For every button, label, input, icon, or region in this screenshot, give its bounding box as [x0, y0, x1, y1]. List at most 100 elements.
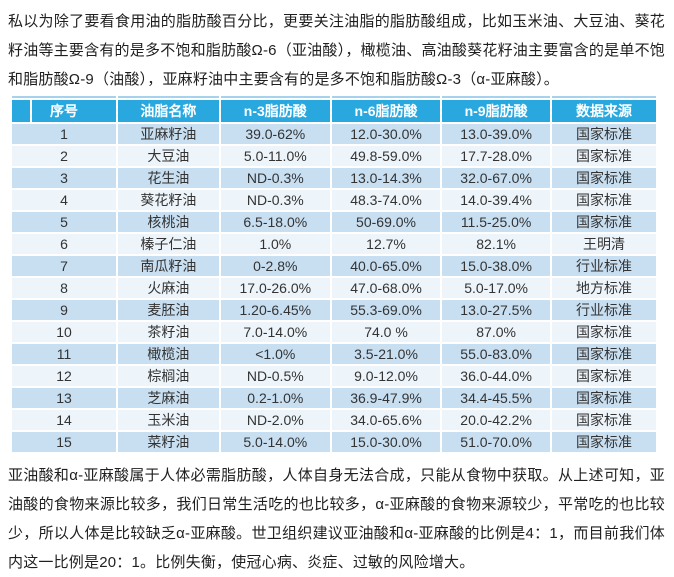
top-border-segment: [551, 96, 656, 98]
table-cell: 国家标准: [551, 388, 656, 408]
table-cell: 13.0-39.0%: [442, 124, 550, 144]
top-border-segment: [12, 96, 116, 98]
table-cell: 榛子仁油: [117, 234, 219, 254]
table-cell: 国家标准: [551, 168, 656, 188]
table-cell: 39.0-62%: [220, 124, 330, 144]
table-cell: 国家标准: [551, 146, 656, 166]
table-cell: 地方标准: [551, 278, 656, 298]
table-body: 1 亚麻籽油 39.0-62% 12.0-30.0% 13.0-39.0% 国家标准 2 大豆…: [12, 124, 656, 452]
table-cell: 国家标准: [551, 190, 656, 210]
oil-fatty-acid-table: 序号 油脂名称 n-3脂肪酸 n-6脂肪酸 n-9脂肪酸 数据来源 1 亚麻籽油 39.0-6…: [10, 94, 658, 454]
table-cell: 橄榄油: [117, 344, 219, 364]
table-cell: 6.5-18.0%: [220, 212, 330, 232]
table-cell: 82.1%: [442, 234, 550, 254]
table-cell: 36.0-44.0%: [442, 366, 550, 386]
table-cell: 87.0%: [442, 322, 550, 342]
table-cell: 1.20-6.45%: [220, 300, 330, 320]
table-cell: 火麻油: [117, 278, 219, 298]
table-cell: 国家标准: [551, 410, 656, 430]
closing-paragraph: 亚油酸和α-亚麻酸属于人体必需脂肪酸，人体自身无法合成，只能从食物中获取。从上述…: [8, 467, 665, 571]
table-cell: 15: [12, 432, 116, 452]
table-cell: 5: [12, 212, 116, 232]
table-row: 3 花生油 ND-0.3% 13.0-14.3% 32.0-67.0% 国家标准: [12, 168, 656, 188]
column-header: n-9脂肪酸: [442, 100, 550, 122]
table-cell: 17.7-28.0%: [442, 146, 550, 166]
column-header: 油脂名称: [117, 100, 219, 122]
top-border-segment: [220, 96, 330, 98]
table-cell: 9.0-12.0%: [331, 366, 441, 386]
table-cell: ND-2.0%: [220, 410, 330, 430]
table-cell: 3: [12, 168, 116, 188]
table-cell: 20.0-42.2%: [442, 410, 550, 430]
table-cell: 7: [12, 256, 116, 276]
table-cell: 15.0-30.0%: [331, 432, 441, 452]
table-row: 9 麦胚油 1.20-6.45% 55.3-69.0% 13.0-27.5% 行业标准: [12, 300, 656, 320]
top-border-segment: [331, 96, 441, 98]
table-cell: 51.0-70.0%: [442, 432, 550, 452]
table-cell: 74.0 %: [331, 322, 441, 342]
intro-paragraph: 私以为除了要看食用油的脂肪酸百分比，更要关注油脂的脂肪酸组成，比如玉米油、大豆油…: [8, 13, 665, 88]
table-cell: 34.0-65.6%: [331, 410, 441, 430]
table-row: 5 核桃油 6.5-18.0% 50-69.0% 11.5-25.0% 国家标准: [12, 212, 656, 232]
column-header: 数据来源: [551, 100, 656, 122]
table-cell: 36.9-47.9%: [331, 388, 441, 408]
table-top-border-row: [12, 96, 656, 98]
table-cell: 10: [12, 322, 116, 342]
table-cell: 48.3-74.0%: [331, 190, 441, 210]
table-cell: 麦胚油: [117, 300, 219, 320]
table-cell: 国家标准: [551, 432, 656, 452]
table-cell: 55.0-83.0%: [442, 344, 550, 364]
table-cell: 8: [12, 278, 116, 298]
table-cell: 12.7%: [331, 234, 441, 254]
table-cell: 菜籽油: [117, 432, 219, 452]
table-cell: 1.0%: [220, 234, 330, 254]
table-row: 12 棕榈油 ND-0.5% 9.0-12.0% 36.0-44.0% 国家标准: [12, 366, 656, 386]
table-cell: 47.0-68.0%: [331, 278, 441, 298]
table-row: 2 大豆油 5.0-11.0% 49.8-59.0% 17.7-28.0% 国家标准: [12, 146, 656, 166]
table-cell: 13.0-27.5%: [442, 300, 550, 320]
table-cell: 6: [12, 234, 116, 254]
table-cell: 核桃油: [117, 212, 219, 232]
table-cell: 玉米油: [117, 410, 219, 430]
table-cell: ND-0.3%: [220, 168, 330, 188]
table-cell: 0.2-1.0%: [220, 388, 330, 408]
table-cell: 5.0-14.0%: [220, 432, 330, 452]
table-cell: 南瓜籽油: [117, 256, 219, 276]
table-cell: 国家标准: [551, 366, 656, 386]
table-cell: 13: [12, 388, 116, 408]
top-border-segment: [442, 96, 550, 98]
column-header: n-3脂肪酸: [220, 100, 330, 122]
column-header: n-6脂肪酸: [331, 100, 441, 122]
table-cell: 大豆油: [117, 146, 219, 166]
table-row: 4 葵花籽油 ND-0.3% 48.3-74.0% 14.0-39.4% 国家标准: [12, 190, 656, 210]
table-cell: 12.0-30.0%: [331, 124, 441, 144]
table-cell: 34.4-45.5%: [442, 388, 550, 408]
table-row: 6 榛子仁油 1.0% 12.7% 82.1% 王明清: [12, 234, 656, 254]
table-cell: 40.0-65.0%: [331, 256, 441, 276]
table-cell: ND-0.5%: [220, 366, 330, 386]
table-cell: 9: [12, 300, 116, 320]
table-row: 13 芝麻油 0.2-1.0% 36.9-47.9% 34.4-45.5% 国家标准: [12, 388, 656, 408]
table-row: 10 茶籽油 7.0-14.0% 74.0 % 87.0% 国家标准: [12, 322, 656, 342]
table-cell: 7.0-14.0%: [220, 322, 330, 342]
table-row: 14 玉米油 ND-2.0% 34.0-65.6% 20.0-42.2% 国家标准: [12, 410, 656, 430]
table-cell: <1.0%: [220, 344, 330, 364]
table-cell: 32.0-67.0%: [442, 168, 550, 188]
table-cell: 茶籽油: [117, 322, 219, 342]
top-border-segment: [117, 96, 219, 98]
table-cell: 5.0-17.0%: [442, 278, 550, 298]
table-cell: 国家标准: [551, 344, 656, 364]
table-row: 11 橄榄油 <1.0% 3.5-21.0% 55.0-83.0% 国家标准: [12, 344, 656, 364]
table-cell: 1: [12, 124, 116, 144]
table-cell: 国家标准: [551, 322, 656, 342]
table-row: 8 火麻油 17.0-26.0% 47.0-68.0% 5.0-17.0% 地方标准: [12, 278, 656, 298]
table-cell: 花生油: [117, 168, 219, 188]
table-cell: 49.8-59.0%: [331, 146, 441, 166]
table-cell: ND-0.3%: [220, 190, 330, 210]
table-header-row: 序号 油脂名称 n-3脂肪酸 n-6脂肪酸 n-9脂肪酸 数据来源: [12, 100, 656, 122]
table-cell: 4: [12, 190, 116, 210]
table-cell: 芝麻油: [117, 388, 219, 408]
table-cell: 55.3-69.0%: [331, 300, 441, 320]
table-cell: 葵花籽油: [117, 190, 219, 210]
